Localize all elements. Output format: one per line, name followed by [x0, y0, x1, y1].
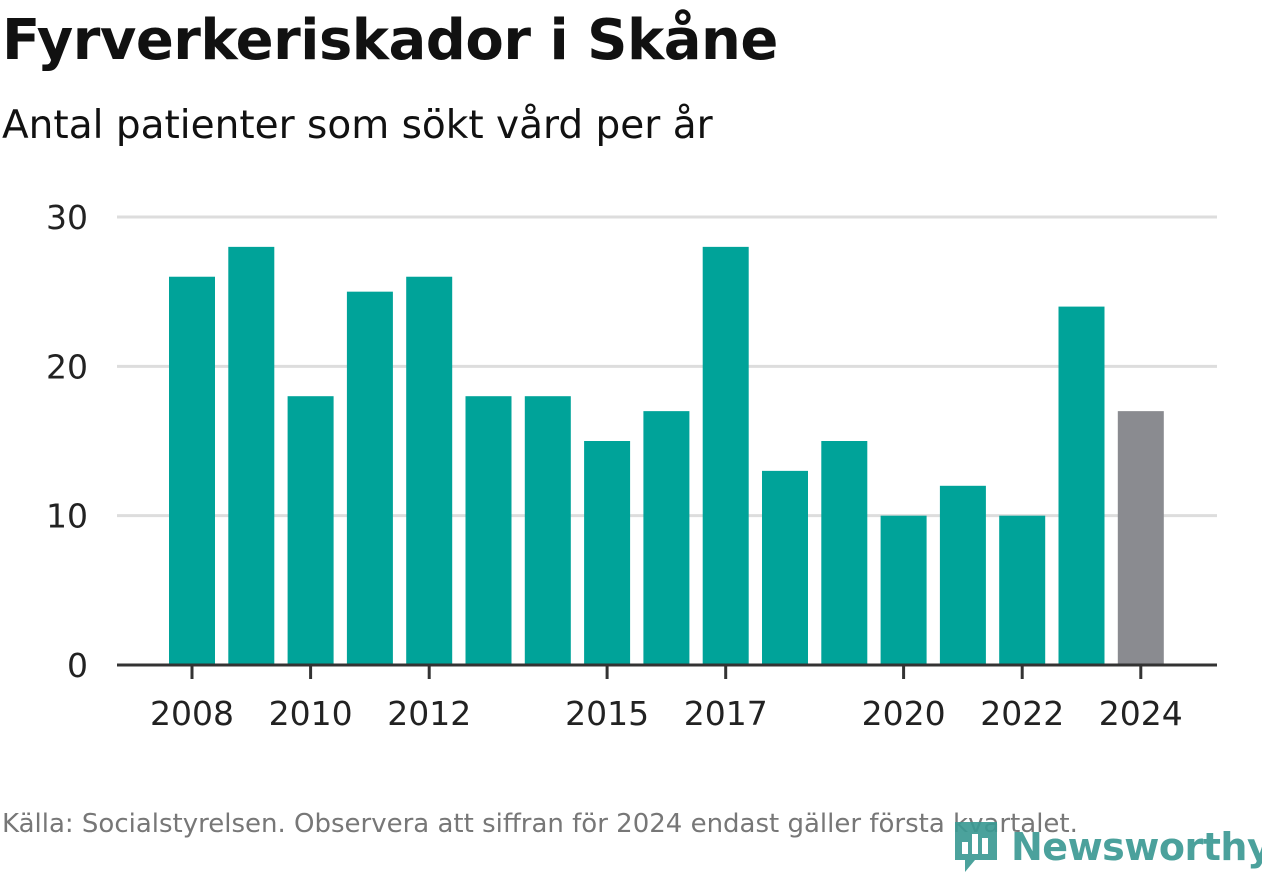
bar-2024: [1117, 411, 1164, 665]
chart-subtitle: Antal patienter som sökt vård per år: [2, 103, 713, 148]
x-tick-label: 2012: [387, 694, 471, 733]
chart-logo-icon: [955, 822, 997, 872]
source-note: Källa: Socialstyrelsen. Observera att si…: [2, 809, 1078, 839]
x-tick-label: 2020: [862, 694, 946, 733]
chart-title: Fyrverkeriskador i Skåne: [2, 8, 778, 73]
x-tick-label: 2024: [1099, 694, 1183, 733]
bar-2010: [287, 396, 334, 665]
x-tick-label: 2008: [150, 694, 234, 733]
bar-2022: [999, 515, 1046, 665]
bar-2019: [821, 441, 868, 665]
bar-2016: [643, 411, 690, 665]
bar-2018: [762, 470, 808, 665]
logo-text: Newsworthy: [1011, 825, 1262, 869]
bar-2015: [584, 441, 631, 665]
y-tick-label: 20: [46, 347, 88, 386]
bars: [169, 246, 1164, 665]
y-tick-label: 10: [46, 497, 88, 536]
y-tick-label: 30: [46, 198, 88, 237]
x-axis: [117, 663, 1217, 679]
newsworthy-logo: Newsworthy: [951, 818, 1262, 876]
y-tick-labels: 0 10 20 30: [46, 198, 88, 685]
bar-2014: [524, 396, 571, 665]
bar-2020: [880, 515, 927, 665]
bar-2017: [702, 246, 749, 665]
bar-2009: [228, 246, 275, 665]
x-tick-label: 2010: [269, 694, 353, 733]
bar-2012: [406, 276, 453, 665]
x-tick-label: 2015: [565, 694, 649, 733]
bar-2008: [169, 276, 215, 665]
bar-2021: [939, 485, 986, 665]
x-tick-label: 2022: [980, 694, 1064, 733]
bar-2013: [465, 396, 512, 665]
x-tick-labels: 2008 2010 2012 2015 2017 2020 2022 2024: [150, 694, 1183, 733]
bar-2011: [346, 291, 393, 665]
y-tick-label: 0: [67, 646, 88, 685]
bar-2023: [1058, 306, 1105, 665]
x-tick-label: 2017: [684, 694, 768, 733]
